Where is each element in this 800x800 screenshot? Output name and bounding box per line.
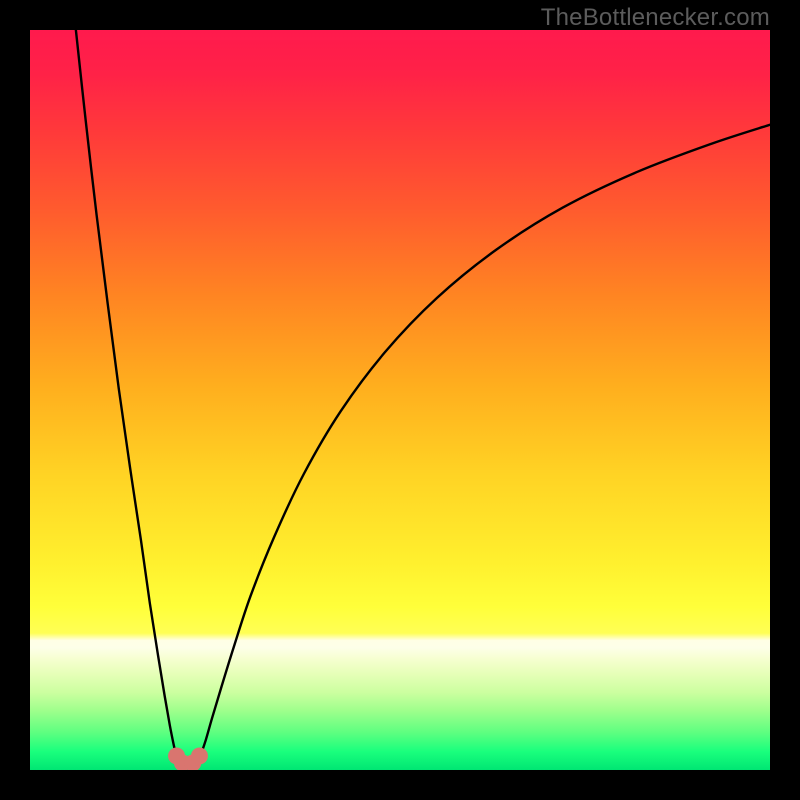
curve-right-branch	[199, 125, 770, 758]
frame-left	[0, 0, 30, 800]
chart-root: { "figure": { "type": "line", "width_px"…	[0, 0, 800, 800]
watermark-text: TheBottlenecker.com	[541, 4, 770, 32]
frame-right	[770, 0, 800, 800]
plot-area	[30, 30, 770, 770]
curve-layer	[30, 30, 770, 770]
curve-left-branch	[76, 30, 177, 758]
frame-bottom	[0, 770, 800, 800]
trough-marker	[191, 747, 208, 764]
